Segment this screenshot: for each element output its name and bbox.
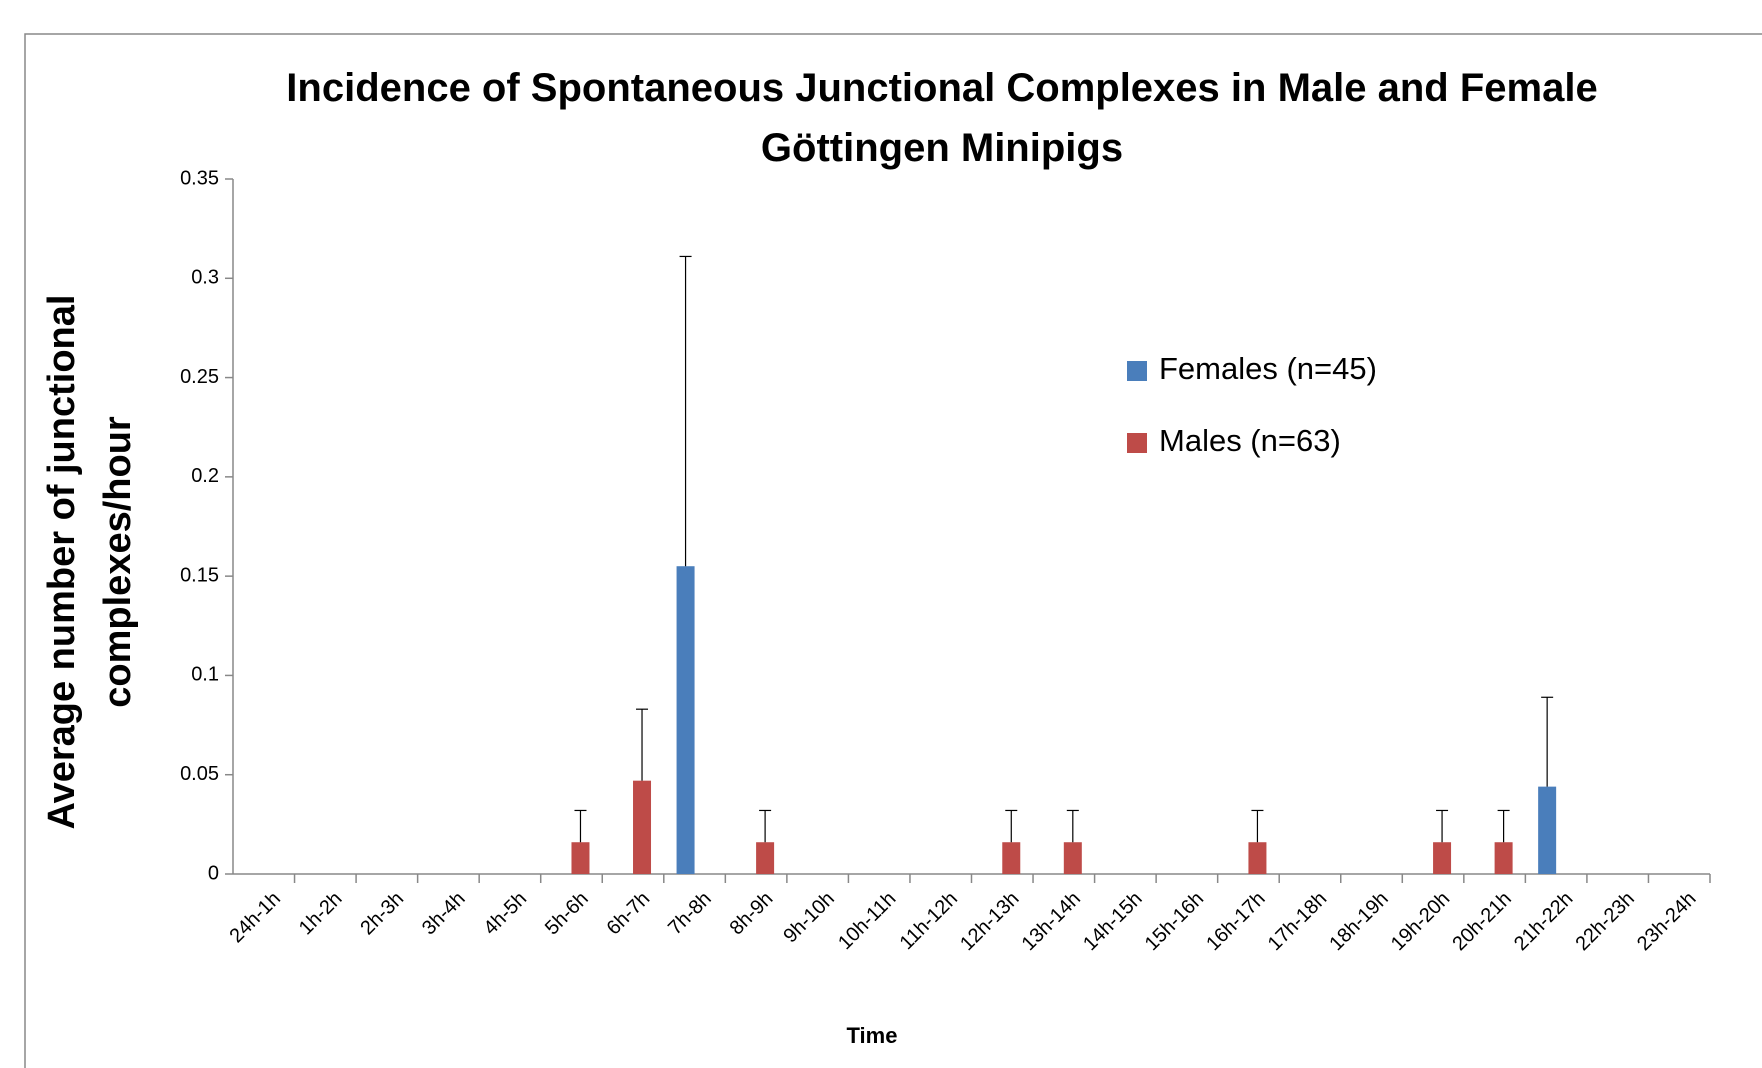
- x-tick-label: 7h-8h: [664, 888, 716, 940]
- x-tick-label: 17h-18h: [1264, 888, 1331, 955]
- x-tick-label: 11h-12h: [896, 888, 962, 954]
- x-tick-label: 20h-21h: [1448, 888, 1515, 955]
- x-tick-label: 1h-2h: [295, 888, 347, 940]
- bar: [1538, 786, 1557, 874]
- y-axis-label: Average number of junctional complexes/h…: [41, 294, 139, 830]
- bar: [756, 842, 775, 874]
- x-tick-label: 16h-17h: [1202, 888, 1269, 955]
- y-tick-label: 0.35: [180, 167, 219, 189]
- bar: [571, 842, 590, 874]
- bar: [633, 780, 652, 874]
- y-tick-label: 0.1: [191, 664, 219, 686]
- y-tick-label: 0.2: [191, 465, 219, 487]
- x-tick-label: 12h-13h: [956, 888, 1023, 955]
- legend-swatch: [1127, 361, 1147, 381]
- y-tick-label: 0: [208, 862, 219, 884]
- x-tick-label: 3h-4h: [418, 888, 470, 940]
- x-tick-label: 5h-6h: [541, 888, 593, 940]
- x-tick-label: 15h-16h: [1141, 888, 1208, 955]
- x-tick-label: 24h-1h: [225, 888, 285, 948]
- legend-label: Males (n=63): [1159, 423, 1341, 458]
- bar: [1002, 842, 1021, 874]
- x-tick-label: 23h-24h: [1633, 888, 1700, 955]
- legend-label: Females (n=45): [1159, 351, 1377, 386]
- x-tick-label: 2h-3h: [356, 888, 408, 940]
- y-tick-label: 0.15: [180, 564, 219, 586]
- x-tick-label: 22h-23h: [1571, 888, 1638, 955]
- chart-title: Incidence of Spontaneous Junctional Comp…: [286, 66, 1598, 170]
- legend-swatch: [1127, 433, 1147, 453]
- x-tick-label: 10h-11h: [834, 888, 900, 954]
- x-tick-label: 8h-9h: [726, 888, 778, 940]
- y-tick-label: 0.25: [180, 366, 219, 388]
- x-tick-label: 6h-7h: [603, 888, 655, 940]
- x-tick-label: 21h-22h: [1510, 888, 1577, 955]
- bar: [1248, 842, 1267, 874]
- bar: [1063, 842, 1082, 874]
- x-tick-label: 19h-20h: [1387, 888, 1454, 955]
- x-axis-label: Time: [847, 1023, 898, 1048]
- x-tick-label: 9h-10h: [779, 888, 839, 948]
- x-tick-label: 4h-5h: [479, 888, 531, 940]
- y-tick-label: 0.3: [191, 267, 219, 289]
- frame: [24, 33, 1762, 1068]
- x-tick-label: 14h-15h: [1079, 888, 1146, 955]
- bar: [1494, 842, 1513, 874]
- x-tick-label: 13h-14h: [1018, 888, 1085, 955]
- bar: [676, 566, 695, 874]
- bar: [1433, 842, 1452, 874]
- x-tick-label: 18h-19h: [1325, 888, 1392, 955]
- y-tick-label: 0.05: [180, 763, 219, 785]
